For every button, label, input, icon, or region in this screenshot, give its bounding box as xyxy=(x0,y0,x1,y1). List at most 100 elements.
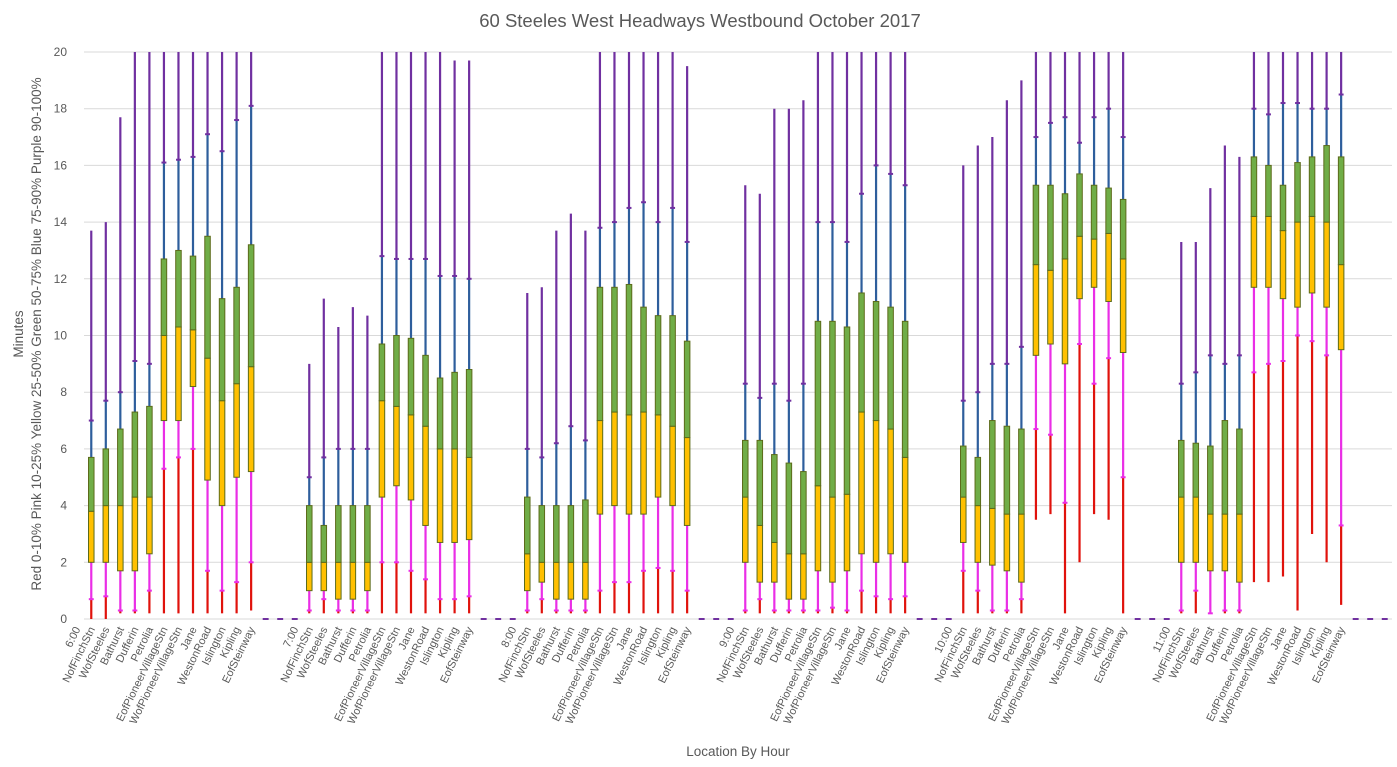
box-6:00-EofSteinway xyxy=(247,52,255,611)
box-8:00-WestonRoad xyxy=(640,52,647,614)
box-yellow-25-50 xyxy=(451,448,458,543)
box-yellow-25-50 xyxy=(1279,230,1287,300)
box-green-50-75 xyxy=(843,326,851,495)
box-yellow-25-50 xyxy=(843,493,851,572)
box-green-50-75 xyxy=(247,244,255,368)
y-tick-label: 8 xyxy=(60,385,67,399)
box-yellow-25-50 xyxy=(88,510,95,563)
box-yellow-25-50 xyxy=(654,414,662,498)
box-6:00-Jane xyxy=(189,52,197,614)
box-7:00-Jane xyxy=(407,52,415,614)
box-yellow-25-50 xyxy=(800,553,807,600)
y-tick-label: 16 xyxy=(54,158,68,172)
box-green-50-75 xyxy=(1279,184,1287,232)
box-green-50-75 xyxy=(349,505,357,563)
box-green-50-75 xyxy=(117,428,124,507)
box-yellow-25-50 xyxy=(1294,221,1301,308)
box-green-50-75 xyxy=(553,505,560,563)
box-green-50-75 xyxy=(625,283,633,416)
box-11:00-EofSteinway xyxy=(1337,52,1345,605)
box-green-50-75 xyxy=(872,300,880,422)
box-green-50-75 xyxy=(989,420,996,509)
box-yellow-25-50 xyxy=(393,405,400,487)
box-11:00-WofSteeles xyxy=(1192,241,1200,614)
box-yellow-25-50 xyxy=(829,496,836,583)
y-axis-units: Minutes xyxy=(11,310,26,358)
box-yellow-25-50 xyxy=(146,496,153,555)
box-yellow-25-50 xyxy=(320,561,328,592)
box-6:00-Dufferin xyxy=(131,52,139,614)
box-yellow-25-50 xyxy=(1236,513,1243,583)
box-6:00-WofSteeles xyxy=(102,222,110,619)
box-yellow-25-50 xyxy=(1032,264,1040,356)
box-yellow-25-50 xyxy=(683,437,691,526)
box-yellow-25-50 xyxy=(611,411,618,507)
box-yellow-25-50 xyxy=(233,383,240,478)
box-yellow-25-50 xyxy=(596,420,604,515)
box-green-50-75 xyxy=(683,340,691,439)
box-yellow-25-50 xyxy=(814,485,822,572)
box-yellow-25-50 xyxy=(175,326,182,422)
box-8:00-Bathurst xyxy=(553,230,560,614)
box-8:00-Islington xyxy=(654,52,662,614)
box-yellow-25-50 xyxy=(640,411,647,515)
box-11:00-Islington xyxy=(1308,52,1316,534)
box-yellow-25-50 xyxy=(102,505,110,563)
box-yellow-25-50 xyxy=(1207,513,1214,572)
box-8:00-WofSteeles xyxy=(538,287,546,614)
box-7:00-Dufferin xyxy=(349,307,357,614)
gridlines xyxy=(84,51,1392,620)
box-7:00-Islington xyxy=(436,52,444,614)
y-tick-label: 6 xyxy=(60,442,67,456)
box-green-50-75 xyxy=(829,320,836,498)
box-green-50-75 xyxy=(218,298,226,402)
box-green-50-75 xyxy=(800,471,807,555)
box-green-50-75 xyxy=(1032,184,1040,266)
box-yellow-25-50 xyxy=(378,400,386,498)
box-green-50-75 xyxy=(654,315,662,416)
box-green-50-75 xyxy=(1105,187,1112,234)
box-green-50-75 xyxy=(364,505,371,563)
box-yellow-25-50 xyxy=(1018,513,1025,583)
box-green-50-75 xyxy=(378,343,386,402)
box-yellow-25-50 xyxy=(1047,269,1054,345)
box-yellow-25-50 xyxy=(335,561,342,600)
box-green-50-75 xyxy=(611,286,618,413)
box-green-50-75 xyxy=(1250,156,1258,217)
box-green-50-75 xyxy=(1178,439,1185,498)
y-tick-label: 10 xyxy=(54,329,68,343)
box-yellow-25-50 xyxy=(858,411,865,555)
box-yellow-25-50 xyxy=(247,366,255,473)
x-axis-categories: NofFinchStn6:00WofSteelesBathurstDufferi… xyxy=(61,624,1348,726)
box-yellow-25-50 xyxy=(349,561,357,600)
box-green-50-75 xyxy=(335,505,342,563)
box-9:00-WofPioneerVillageStn xyxy=(829,52,836,614)
box-yellow-25-50 xyxy=(436,448,444,543)
box-10:00-Dufferin xyxy=(1003,100,1011,614)
box-9:00-Dufferin xyxy=(785,108,793,614)
box-6:00-Petrolia xyxy=(146,52,153,614)
box-9:00-WestonRoad xyxy=(858,52,865,614)
box-green-50-75 xyxy=(233,286,240,385)
box-6:00-Kipling xyxy=(233,52,240,614)
box-green-50-75 xyxy=(567,505,575,563)
box-11:00-Bathurst xyxy=(1207,188,1214,615)
box-9:00-NofFinchStn xyxy=(742,185,749,614)
box-10:00-Kipling xyxy=(1105,52,1112,520)
box-7:00-EofSteinway xyxy=(465,60,473,614)
box-yellow-25-50 xyxy=(742,496,749,563)
box-8:00-Dufferin xyxy=(567,213,575,614)
y-tick-label: 20 xyxy=(54,45,68,59)
box-6:00-WestonRoad xyxy=(204,52,211,614)
box-yellow-25-50 xyxy=(669,425,676,507)
box-yellow-25-50 xyxy=(989,507,996,566)
y-tick-label: 2 xyxy=(60,555,67,569)
box-11:00-EofPioneerVillageStn xyxy=(1250,52,1258,583)
box-11:00-Jane xyxy=(1279,52,1287,577)
box-yellow-25-50 xyxy=(131,496,139,572)
box-yellow-25-50 xyxy=(407,414,415,501)
box-yellow-25-50 xyxy=(553,561,560,600)
box-green-50-75 xyxy=(451,371,458,450)
box-yellow-25-50 xyxy=(756,524,764,583)
